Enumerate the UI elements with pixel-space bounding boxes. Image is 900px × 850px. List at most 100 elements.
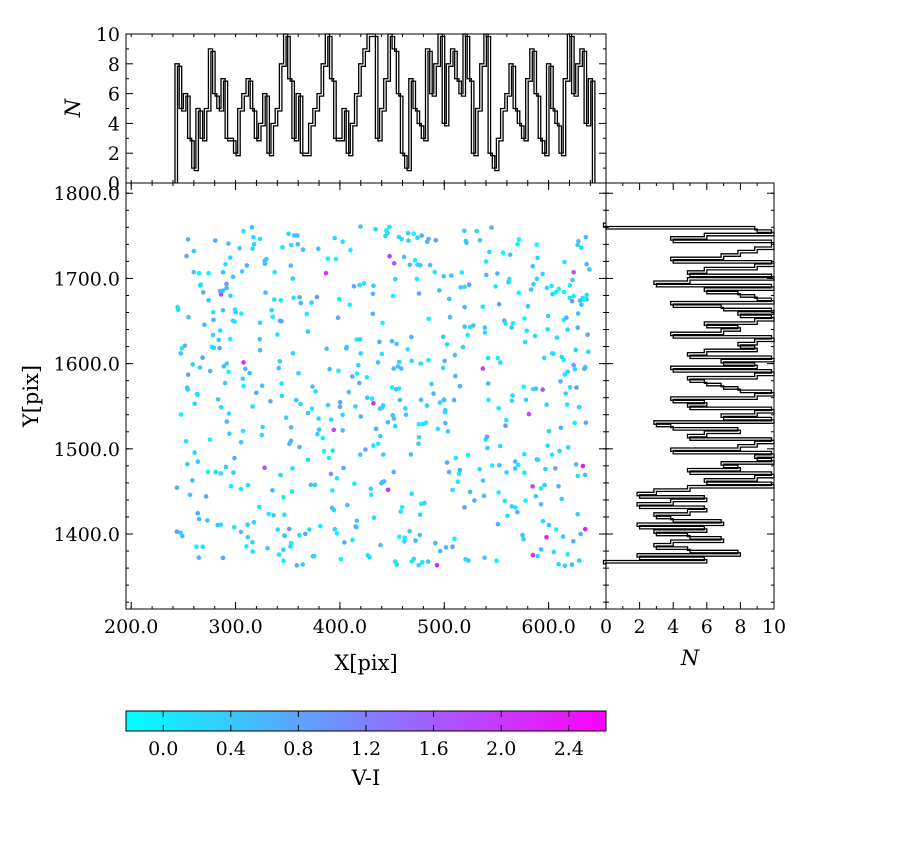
colorbar-label: V-I bbox=[351, 766, 381, 790]
scatter-point bbox=[455, 479, 461, 485]
scatter-point bbox=[417, 512, 423, 517]
scatter-point bbox=[226, 411, 232, 416]
scatter-point bbox=[427, 262, 433, 268]
scatter-point bbox=[223, 464, 229, 470]
scatter-point bbox=[451, 397, 457, 403]
scatter-point bbox=[330, 488, 335, 493]
scatter-point bbox=[228, 293, 233, 299]
scatter-point bbox=[411, 231, 417, 236]
scatter-point bbox=[228, 255, 233, 260]
scatter-point bbox=[412, 257, 418, 263]
scatter-point bbox=[325, 402, 331, 408]
scatter-point bbox=[403, 406, 408, 411]
scatter-point bbox=[407, 262, 413, 268]
scatter-point bbox=[215, 397, 221, 402]
scatter-point bbox=[397, 397, 403, 403]
scatter-point bbox=[312, 553, 317, 559]
scatter-point bbox=[423, 420, 429, 426]
scatter-point bbox=[240, 376, 246, 382]
scatter-point bbox=[577, 298, 583, 303]
scatter-point bbox=[217, 328, 223, 333]
scatter-point bbox=[375, 360, 381, 365]
scatter-point bbox=[399, 504, 405, 510]
scatter-point bbox=[253, 390, 259, 396]
scatter-point bbox=[510, 321, 516, 326]
scatter-point bbox=[459, 270, 465, 275]
scatter-point bbox=[521, 536, 526, 542]
scatter-point bbox=[465, 452, 471, 458]
scatter-point bbox=[298, 300, 304, 306]
scatter-point bbox=[297, 532, 302, 538]
scatter-point bbox=[497, 443, 503, 449]
right-histogram-ticks: 0 2 4 6 8 10 bbox=[600, 183, 786, 638]
scatter-point bbox=[320, 435, 326, 441]
top-histogram-y-axis-label: N bbox=[61, 98, 85, 118]
scatter-point bbox=[305, 329, 311, 334]
y-tick-label: 1600.0 bbox=[54, 354, 120, 376]
scatter-point bbox=[206, 298, 211, 303]
scatter-point bbox=[551, 549, 557, 555]
scatter-point bbox=[288, 540, 294, 546]
scatter-point bbox=[331, 427, 337, 433]
scatter-point bbox=[442, 358, 447, 364]
scatter-point bbox=[224, 285, 229, 291]
scatter-point bbox=[562, 259, 567, 265]
scatter-point bbox=[444, 460, 450, 465]
scatter-point bbox=[391, 261, 397, 266]
scatter-point bbox=[538, 547, 544, 552]
scatter-point bbox=[289, 242, 294, 248]
scatter-point bbox=[224, 419, 230, 424]
scatter-point bbox=[312, 482, 318, 488]
scatter-point bbox=[250, 549, 255, 554]
scatter-point bbox=[446, 296, 452, 302]
scatter-point bbox=[432, 269, 438, 275]
scatter-point bbox=[220, 308, 226, 313]
scatter-point bbox=[450, 487, 455, 493]
scatter-point bbox=[534, 242, 539, 247]
scatter-point bbox=[556, 286, 561, 292]
scatter-point bbox=[471, 323, 476, 328]
scatter-point bbox=[587, 267, 592, 272]
scatter-point bbox=[449, 273, 454, 278]
scatter-point bbox=[309, 300, 314, 306]
scatter-point bbox=[357, 282, 363, 288]
scatter-point bbox=[220, 269, 226, 275]
scatter-point bbox=[571, 270, 576, 275]
scatter-point bbox=[418, 501, 424, 507]
scatter-point bbox=[409, 358, 415, 364]
scatter-x-axis-label: X[pix] bbox=[334, 651, 397, 675]
scatter-point bbox=[232, 307, 238, 312]
scatter-point bbox=[323, 270, 329, 276]
scatter-point bbox=[241, 228, 246, 234]
right-histogram-outline bbox=[605, 225, 775, 567]
scatter-point bbox=[200, 290, 206, 295]
scatter-point bbox=[507, 276, 512, 282]
scatter-point bbox=[308, 482, 314, 488]
scatter-point bbox=[245, 534, 251, 540]
scatter-point bbox=[371, 283, 376, 289]
scatter-point bbox=[424, 403, 430, 408]
scatter-point bbox=[406, 238, 411, 243]
scatter-point bbox=[222, 380, 228, 386]
scatter-point bbox=[582, 366, 587, 372]
scatter-point bbox=[444, 342, 450, 347]
scatter-point bbox=[414, 276, 420, 282]
top-hist-y-tick-label: 2 bbox=[108, 143, 120, 165]
scatter-point bbox=[385, 420, 391, 425]
scatter-point bbox=[498, 360, 503, 365]
scatter-point bbox=[416, 441, 421, 447]
scatter-point bbox=[344, 344, 350, 350]
scatter-point bbox=[271, 513, 276, 518]
scatter-point bbox=[217, 288, 223, 294]
scatter-point bbox=[380, 320, 385, 326]
right-hist-x-tick-label: 8 bbox=[734, 616, 746, 638]
scatter-point bbox=[521, 384, 527, 390]
scatter-point bbox=[194, 544, 199, 550]
scatter-point bbox=[342, 540, 347, 545]
scatter-point bbox=[582, 472, 588, 478]
scatter-point bbox=[480, 366, 486, 371]
scatter-point bbox=[288, 263, 294, 268]
scatter-point bbox=[533, 493, 539, 499]
scatter-point bbox=[457, 383, 463, 389]
scatter-point bbox=[495, 355, 501, 361]
